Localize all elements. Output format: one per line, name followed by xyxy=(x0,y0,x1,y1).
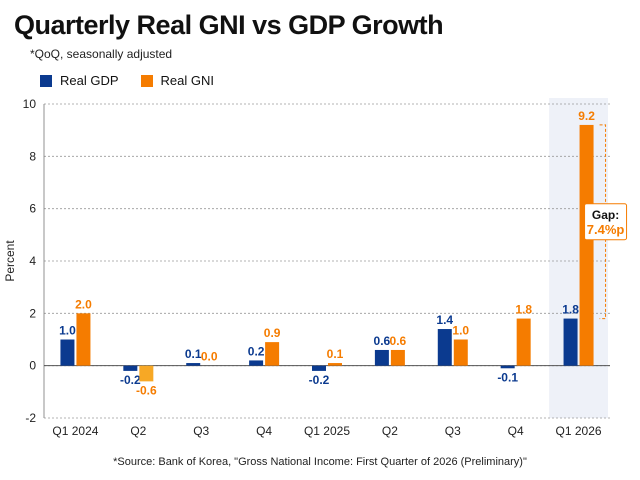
gdp-bar xyxy=(249,360,264,366)
gdp-value-label: -0.1 xyxy=(497,370,518,384)
gdp-bar xyxy=(500,365,515,369)
chart-subtitle: *QoQ, seasonally adjusted xyxy=(30,47,173,61)
legend-item-gni: Real GNI xyxy=(140,73,214,88)
gni-bar xyxy=(453,339,468,366)
legend-swatch-gni xyxy=(140,74,153,87)
gni-value-label: 2.0 xyxy=(75,297,92,311)
gap-annotation-box xyxy=(584,203,628,241)
gap-annotation-label: Gap: xyxy=(592,208,619,222)
gni-bar xyxy=(579,124,594,366)
gni-value-label: 1.0 xyxy=(452,324,469,338)
gdp-bar xyxy=(60,339,75,366)
y-tick-label: 2 xyxy=(29,306,36,320)
gni-bar xyxy=(516,318,531,366)
gdp-value-label: 0.6 xyxy=(374,334,391,348)
gdp-bar xyxy=(186,363,201,366)
gni-value-label: 1.8 xyxy=(515,303,532,317)
gni-bar xyxy=(139,365,154,382)
gdp-bar xyxy=(374,349,389,366)
gni-bar xyxy=(265,342,280,366)
gdp-value-label: 1.0 xyxy=(59,324,76,338)
gni-value-label: 9.2 xyxy=(578,109,595,123)
legend: Real GDP Real GNI xyxy=(40,73,236,88)
y-axis-label: Percent xyxy=(3,240,17,282)
gap-annotation-value: 7.4%p xyxy=(587,222,625,237)
x-tick-label: Q3 xyxy=(193,424,209,438)
gdp-value-label: 0.2 xyxy=(248,344,265,358)
gni-value-label: -0.6 xyxy=(136,383,157,397)
x-tick-label: Q4 xyxy=(508,424,524,438)
x-tick-label: Q1 2026 xyxy=(556,424,602,438)
y-tick-label: 10 xyxy=(23,97,37,111)
y-tick-label: 4 xyxy=(29,254,36,268)
gdp-bar xyxy=(312,365,326,371)
gdp-bar xyxy=(437,329,452,366)
gdp-bar xyxy=(123,365,138,371)
chart-title: Quarterly Real GNI vs GDP Growth xyxy=(14,10,444,40)
x-tick-label: Q2 xyxy=(130,424,146,438)
x-tick-label: Q2 xyxy=(382,424,398,438)
highlight-band xyxy=(549,98,608,418)
gdp-bar xyxy=(563,318,578,366)
gdp-value-label: 1.8 xyxy=(562,303,579,317)
gni-value-label: 0.1 xyxy=(327,347,344,361)
x-tick-label: Q1 2024 xyxy=(52,424,98,438)
y-tick-label: 0 xyxy=(29,359,36,373)
gni-bar xyxy=(390,349,405,366)
gdp-value-label: -0.2 xyxy=(120,373,141,387)
gdp-value-label: 1.4 xyxy=(436,313,453,327)
legend-swatch-gdp xyxy=(40,74,52,87)
y-tick-label: -2 xyxy=(25,411,36,425)
gni-value-label: 0.9 xyxy=(264,326,281,340)
source-note: *Source: Bank of Korea, "Gross National … xyxy=(113,456,527,468)
gni-value-label: 0.0 xyxy=(201,350,218,364)
x-tick-label: Q4 xyxy=(256,424,272,438)
y-tick-label: 8 xyxy=(29,149,36,163)
legend-label-gni: Real GNI xyxy=(160,73,214,88)
gdp-value-label: 0.1 xyxy=(185,347,202,361)
y-tick-label: 6 xyxy=(29,202,36,216)
legend-item-gdp: Real GDP xyxy=(40,73,119,88)
gdp-value-label: -0.2 xyxy=(309,373,330,387)
gni-bar xyxy=(328,363,342,366)
x-tick-label: Q3 xyxy=(445,424,461,438)
x-tick-label: Q1 2025 xyxy=(304,424,350,438)
gni-bar xyxy=(76,313,91,366)
legend-label-gdp: Real GDP xyxy=(60,73,119,88)
gni-value-label: 0.6 xyxy=(390,334,407,348)
